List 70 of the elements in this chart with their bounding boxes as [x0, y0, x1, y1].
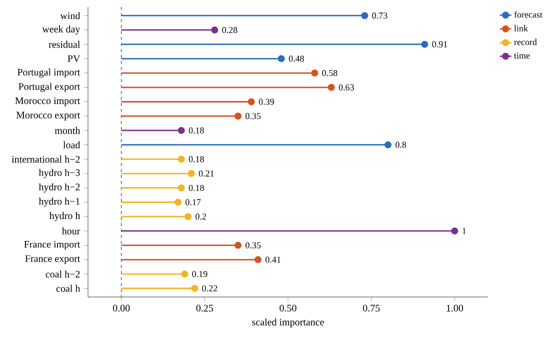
y-tick-label: PV	[68, 55, 80, 62]
y-tick-label: hour	[62, 227, 80, 234]
y-tick-label: hydro h−2	[38, 183, 80, 192]
point	[234, 112, 242, 120]
x-tick-label: 0.25	[196, 304, 214, 312]
data-label: 0.22	[202, 285, 218, 292]
point	[328, 84, 335, 91]
point	[234, 242, 242, 249]
data-label: 0.48	[288, 56, 304, 62]
point	[181, 270, 188, 278]
legend-label: forecast	[514, 11, 542, 18]
data-label: 0.91	[432, 41, 448, 48]
data-label: 0.2	[196, 214, 206, 220]
point	[188, 170, 195, 178]
point	[248, 98, 255, 106]
y-tick-label: France export	[25, 255, 80, 264]
y-tick-label: hydro h−3	[38, 168, 80, 178]
point	[178, 184, 185, 192]
y-tick-label: Portugal import	[17, 68, 80, 78]
x-tick-label: 0.50	[280, 304, 296, 312]
point	[178, 156, 185, 163]
data-label: 0.39	[258, 98, 274, 105]
point	[311, 70, 318, 77]
y-tick-label: Morocco import	[15, 97, 80, 106]
data-label: 0.19	[192, 270, 208, 278]
y-tick-label: hydro h−1	[38, 198, 80, 207]
data-label: 0.18	[188, 184, 204, 191]
y-tick-label: Portugal export	[18, 82, 80, 92]
data-label: 0.18	[188, 156, 204, 162]
data-label: 0.63	[338, 84, 354, 90]
data-label: 0.58	[322, 70, 338, 76]
x-tick-label: 0.00	[112, 304, 130, 312]
y-tick-label: coal h−2	[46, 270, 80, 278]
legend-label: link	[514, 25, 528, 32]
point	[361, 12, 368, 20]
point	[451, 227, 458, 234]
point	[211, 26, 218, 34]
data-label: 0.35	[246, 242, 261, 248]
y-tick-label: Morocco export	[16, 112, 80, 120]
y-tick-label: week day	[42, 25, 80, 35]
point	[184, 213, 192, 220]
y-tick-label: month	[54, 126, 80, 134]
data-label: 0.21	[198, 170, 214, 177]
y-tick-label: hydro h	[49, 212, 80, 222]
y-tick-label: wind	[60, 12, 80, 20]
point	[174, 198, 182, 206]
data-label: 0.18	[188, 127, 204, 134]
data-label: 0.28	[222, 26, 238, 34]
point	[278, 55, 285, 62]
x-tick-label: 0.75	[362, 304, 380, 312]
data-label: 0.35	[246, 113, 261, 120]
point	[254, 256, 262, 264]
data-label: 0.8	[396, 142, 406, 148]
data-label: 1	[462, 228, 466, 234]
data-label: 0.17	[186, 199, 201, 206]
y-tick-label: France import	[24, 240, 80, 250]
point	[178, 126, 185, 134]
data-label: 0.73	[372, 12, 388, 19]
point	[384, 141, 392, 148]
y-tick-label: load	[63, 141, 80, 148]
point	[421, 40, 428, 48]
y-tick-label: coal h	[56, 284, 80, 292]
point	[191, 284, 198, 292]
y-tick-label: residual	[48, 40, 80, 48]
y-tick-label: international h−2	[12, 156, 80, 163]
x-tick-label: 1.00	[446, 304, 464, 312]
legend-label: record	[514, 38, 537, 46]
legend-label: time	[514, 52, 530, 59]
data-label: 0.41	[266, 256, 280, 263]
x-axis-title: scaled importance	[252, 318, 324, 328]
